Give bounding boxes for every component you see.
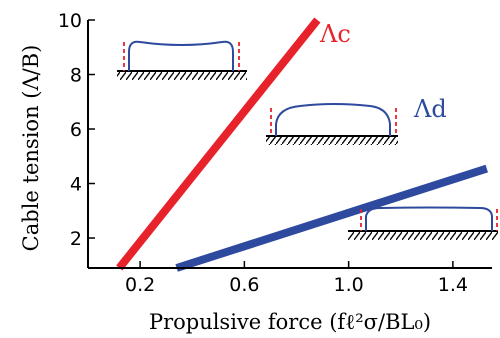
x-tick-label: 0.6 [229,274,259,296]
series-label-lambda-d: Λd [413,95,447,123]
y-tick-label: 4 [70,174,82,196]
hull-shape-low-tension [348,206,498,240]
axes-layer: 0.2 0.6 1.0 1.4 2 4 6 8 10 [58,10,492,296]
y-tick-label: 10 [58,10,82,32]
x-tick-label: 1.4 [438,274,468,296]
hull-shape-high-tension [117,40,247,80]
labels-layer: Propulsive force (fℓ²σ/BL₀) Cable tensio… [19,20,447,334]
hull-shape-mid-tension [266,103,398,145]
series-layer [116,17,489,272]
x-axis-label: Propulsive force (fℓ²σ/BL₀) [149,310,431,334]
hull-outline [128,40,234,71]
insets-layer [117,40,498,240]
x-tick-label: 1.0 [334,274,364,296]
y-tick-label: 8 [70,65,82,87]
y-tick-label: 6 [70,119,82,141]
ground-hatch [117,72,247,80]
x-ticks: 0.2 0.6 1.0 1.4 [125,261,468,296]
x-tick-label: 0.2 [125,274,155,296]
y-ticks: 2 4 6 8 10 [58,10,95,250]
y-axis-label: Cable tension (Λ/B) [19,45,43,252]
series-line-1 [175,164,489,272]
hull-outline [275,103,391,136]
ground-hatch [266,137,398,145]
hull-outline [365,206,493,231]
series-line-0 [116,17,321,271]
ground-hatch [348,232,498,240]
series-label-lambda-c: Λc [319,20,351,48]
y-tick-label: 2 [70,228,82,250]
